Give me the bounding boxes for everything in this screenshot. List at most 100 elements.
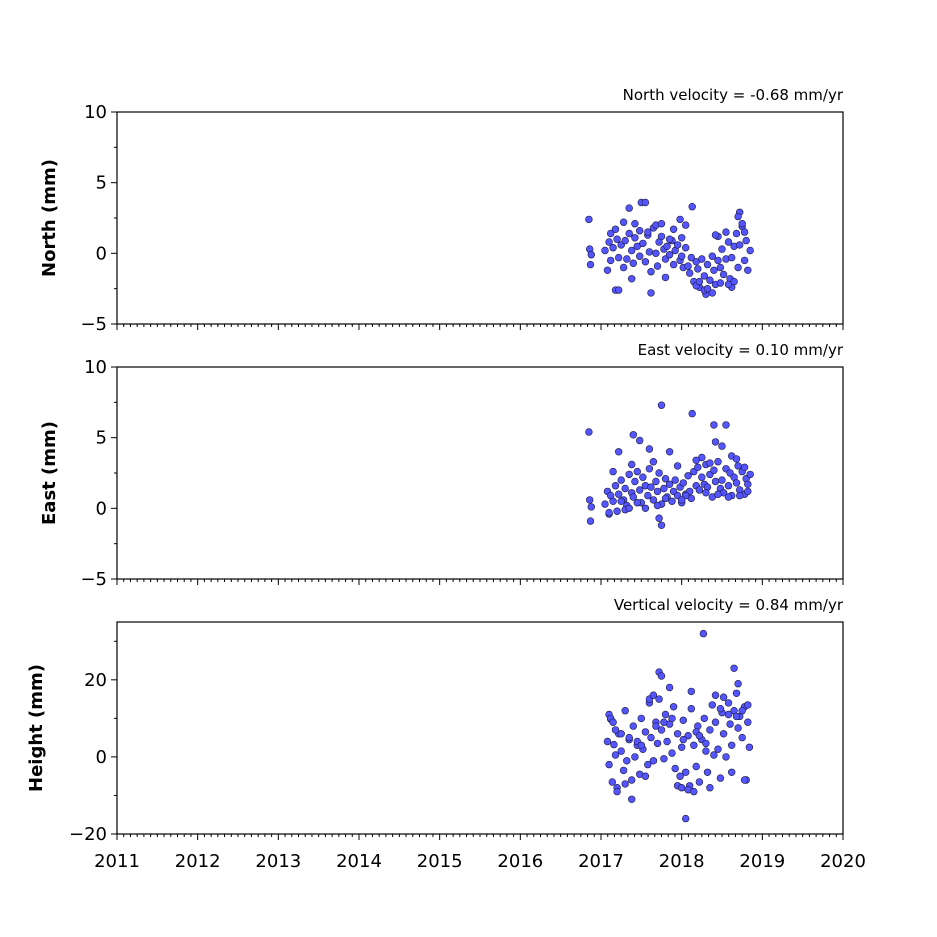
data-point bbox=[625, 229, 633, 238]
data-point bbox=[679, 735, 687, 744]
y-tick-label: 10 bbox=[84, 357, 107, 378]
data-point bbox=[714, 490, 722, 498]
data-point bbox=[677, 252, 686, 260]
data-point bbox=[746, 246, 754, 255]
data-point bbox=[635, 227, 644, 235]
data-point bbox=[637, 714, 645, 723]
data-point bbox=[726, 720, 734, 728]
y-tick-label: 0 bbox=[96, 747, 107, 768]
data-point bbox=[655, 469, 663, 477]
data-point bbox=[732, 479, 741, 487]
data-point bbox=[617, 730, 625, 738]
data-point bbox=[695, 731, 704, 740]
data-point bbox=[710, 466, 718, 474]
data-point bbox=[639, 239, 647, 248]
data-point bbox=[690, 741, 698, 749]
data-point bbox=[641, 772, 650, 780]
data-point bbox=[644, 760, 652, 769]
y-tick-label: −5 bbox=[80, 314, 107, 335]
data-point bbox=[665, 251, 674, 259]
axes-frame-north bbox=[116, 111, 844, 325]
data-point bbox=[614, 286, 623, 294]
data-point bbox=[649, 691, 658, 699]
data-point bbox=[735, 491, 744, 500]
data-point bbox=[708, 289, 716, 297]
data-point bbox=[706, 276, 714, 284]
data-point bbox=[629, 431, 637, 439]
data-point bbox=[637, 741, 645, 749]
data-point bbox=[719, 693, 728, 701]
data-point bbox=[711, 477, 720, 486]
data-point bbox=[745, 743, 754, 751]
data-point bbox=[661, 710, 670, 719]
data-point bbox=[706, 459, 714, 467]
data-point bbox=[652, 722, 660, 730]
y-tick-label: −20 bbox=[69, 824, 107, 845]
data-point bbox=[665, 448, 674, 456]
velocity-annotation: Vertical velocity = 0.84 mm/yr bbox=[614, 596, 844, 614]
data-point bbox=[585, 496, 594, 504]
x-tick-label: 2020 bbox=[820, 851, 866, 872]
axes-frame-height bbox=[116, 621, 844, 835]
data-point bbox=[619, 766, 628, 775]
data-point bbox=[722, 753, 730, 761]
data-point bbox=[614, 448, 623, 456]
data-point bbox=[586, 260, 595, 269]
data-point bbox=[673, 730, 682, 738]
data-point bbox=[663, 242, 671, 251]
data-point bbox=[719, 270, 728, 279]
data-point bbox=[629, 493, 637, 501]
data-point bbox=[681, 814, 690, 823]
data-point bbox=[647, 289, 655, 297]
y-tick-label: 20 bbox=[84, 670, 107, 691]
data-point bbox=[740, 463, 749, 471]
data-point bbox=[708, 701, 716, 709]
data-point bbox=[714, 256, 722, 265]
data-point bbox=[619, 218, 628, 226]
data-point bbox=[644, 491, 652, 500]
data-point bbox=[625, 470, 633, 479]
data-point bbox=[645, 445, 654, 453]
data-point bbox=[703, 768, 712, 776]
data-point bbox=[695, 778, 704, 786]
data-point bbox=[716, 279, 725, 287]
data-point bbox=[653, 739, 662, 748]
data-point bbox=[665, 480, 674, 488]
data-point bbox=[652, 249, 660, 258]
data-point bbox=[700, 272, 708, 280]
data-point bbox=[606, 229, 615, 238]
data-point bbox=[677, 783, 686, 792]
data-point bbox=[641, 258, 650, 266]
data-point bbox=[746, 470, 754, 479]
data-point bbox=[609, 497, 617, 505]
data-point bbox=[714, 745, 722, 753]
data-point bbox=[655, 514, 663, 522]
data-point bbox=[668, 749, 676, 757]
data-point bbox=[601, 500, 609, 508]
data-point bbox=[657, 220, 666, 228]
panel-north: −5 0 5 10 North (mm) North velocity = -0.68 m… bbox=[39, 86, 844, 335]
data-point bbox=[710, 751, 718, 759]
data-point bbox=[716, 704, 725, 713]
data-points-east bbox=[585, 401, 754, 529]
data-point bbox=[608, 778, 616, 786]
data-point bbox=[649, 757, 658, 765]
data-point bbox=[710, 421, 718, 429]
y-tick-label: 10 bbox=[84, 102, 107, 123]
y-tick-label: 0 bbox=[96, 243, 107, 264]
x-tick-label: 2014 bbox=[336, 851, 382, 872]
data-point bbox=[609, 718, 617, 726]
y-tick-label: 0 bbox=[96, 498, 107, 519]
data-point bbox=[684, 731, 692, 740]
data-point bbox=[657, 521, 666, 529]
data-point bbox=[724, 238, 733, 246]
data-point bbox=[698, 473, 706, 481]
data-point bbox=[708, 252, 716, 260]
data-point bbox=[687, 687, 695, 696]
data-point bbox=[627, 776, 636, 784]
data-point bbox=[724, 482, 733, 490]
data-point bbox=[625, 733, 633, 742]
data-point bbox=[621, 484, 629, 493]
data-point bbox=[641, 504, 650, 512]
data-point bbox=[714, 458, 722, 466]
